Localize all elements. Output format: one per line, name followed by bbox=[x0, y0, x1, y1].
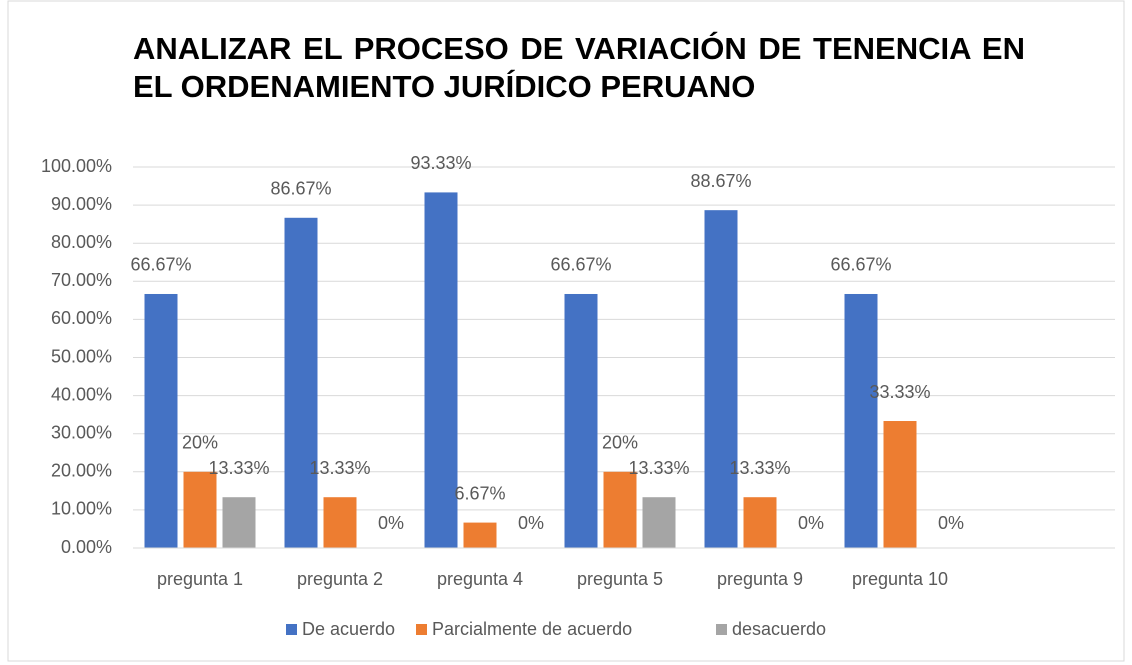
value-label: 13.33% bbox=[628, 458, 689, 478]
y-tick-label: 80.00% bbox=[51, 232, 112, 252]
bar bbox=[642, 497, 676, 548]
x-tick-label: pregunta 5 bbox=[577, 569, 663, 589]
legend-swatch bbox=[416, 624, 427, 635]
value-label: 0% bbox=[798, 513, 824, 533]
x-tick-label: pregunta 9 bbox=[717, 569, 803, 589]
bar bbox=[424, 192, 458, 548]
y-tick-label: 50.00% bbox=[51, 346, 112, 366]
x-tick-label: pregunta 2 bbox=[297, 569, 383, 589]
chart-title: ANALIZAR EL PROCESO DE VARIACIÓN DE TENE… bbox=[133, 31, 1025, 104]
x-tick-label: pregunta 1 bbox=[157, 569, 243, 589]
legend-swatch bbox=[286, 624, 297, 635]
value-label: 66.67% bbox=[130, 255, 191, 275]
y-tick-label: 30.00% bbox=[51, 422, 112, 442]
y-tick-label: 40.00% bbox=[51, 384, 112, 404]
value-label: 0% bbox=[378, 513, 404, 533]
value-label: 20% bbox=[182, 433, 218, 453]
bar bbox=[704, 210, 738, 548]
legend-label: desacuerdo bbox=[732, 619, 826, 639]
y-tick-label: 20.00% bbox=[51, 461, 112, 481]
value-label: 13.33% bbox=[208, 458, 269, 478]
bar bbox=[284, 217, 318, 548]
y-tick-label: 100.00% bbox=[41, 156, 112, 176]
value-label: 20% bbox=[602, 433, 638, 453]
value-label: 0% bbox=[518, 513, 544, 533]
x-tick-label: pregunta 10 bbox=[852, 569, 948, 589]
value-label: 93.33% bbox=[410, 153, 471, 173]
chart-border bbox=[7, 0, 1125, 662]
y-tick-label: 90.00% bbox=[51, 194, 112, 214]
bar bbox=[844, 293, 878, 548]
x-tick-label: pregunta 4 bbox=[437, 569, 523, 589]
bar bbox=[222, 497, 256, 548]
value-label: 6.67% bbox=[454, 483, 505, 503]
value-label: 33.33% bbox=[869, 382, 930, 402]
bar bbox=[144, 293, 178, 548]
value-label: 86.67% bbox=[270, 179, 331, 199]
value-label: 66.67% bbox=[550, 255, 611, 275]
y-tick-label: 0.00% bbox=[61, 537, 112, 557]
bar bbox=[323, 497, 357, 548]
y-tick-label: 60.00% bbox=[51, 308, 112, 328]
bar bbox=[603, 471, 637, 548]
bar bbox=[463, 522, 497, 548]
bar bbox=[183, 471, 217, 548]
legend-swatch bbox=[716, 624, 727, 635]
bar bbox=[743, 497, 777, 548]
bar bbox=[564, 293, 598, 548]
y-tick-label: 70.00% bbox=[51, 270, 112, 290]
value-label: 13.33% bbox=[729, 458, 790, 478]
value-label: 88.67% bbox=[690, 171, 751, 191]
value-label: 13.33% bbox=[309, 458, 370, 478]
legend-label: Parcialmente de acuerdo bbox=[432, 619, 632, 639]
y-tick-label: 10.00% bbox=[51, 499, 112, 519]
value-label: 0% bbox=[938, 513, 964, 533]
bar bbox=[883, 421, 917, 548]
legend-label: De acuerdo bbox=[302, 619, 395, 639]
value-label: 66.67% bbox=[830, 255, 891, 275]
